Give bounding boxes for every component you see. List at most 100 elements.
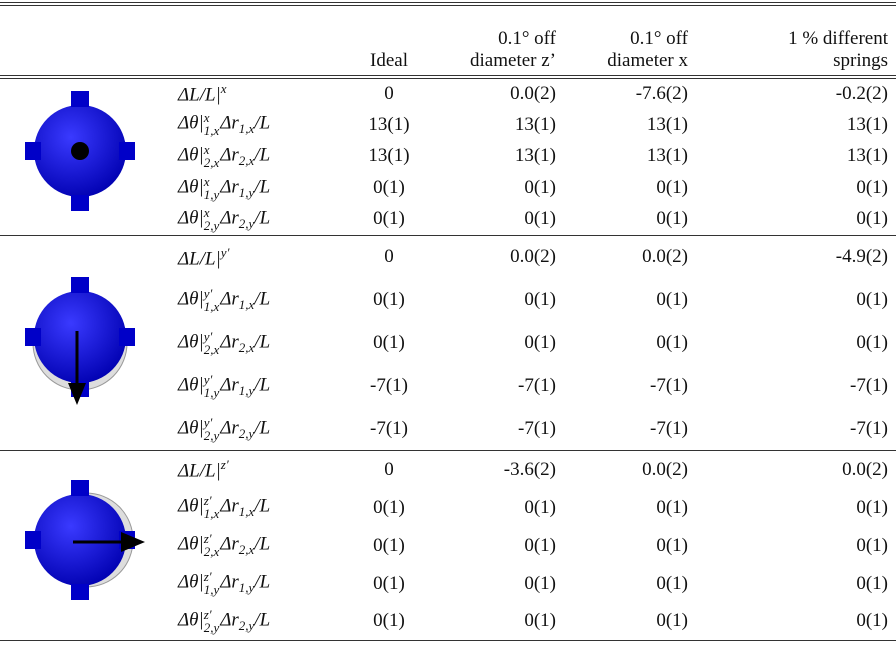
- row-label: Δθ|z′2,yΔr2,y/L: [170, 603, 346, 641]
- label-sub: 1,x: [204, 300, 220, 313]
- label-text: ΔL/L|: [178, 460, 221, 481]
- label-text: ΔL/L|: [178, 85, 221, 106]
- label-sub: 2,x: [239, 340, 255, 355]
- value-cell: 0(1): [432, 489, 564, 527]
- label-sub: 1,y: [239, 581, 255, 596]
- row-label: ΔL/L|z′: [170, 451, 346, 489]
- header-line: springs: [700, 50, 888, 72]
- value-cell: -7(1): [432, 365, 564, 408]
- label-text: /L: [254, 534, 270, 555]
- label-text: Δr: [220, 496, 239, 517]
- value-cell: 0(1): [564, 565, 696, 603]
- value-cell: 0(1): [432, 279, 564, 322]
- label-sup: y′: [204, 330, 220, 343]
- label-scripts: y′2,x: [204, 330, 220, 356]
- header-line: 1 % different: [700, 28, 888, 50]
- value-cell: -7(1): [696, 365, 896, 408]
- label-sub: 1,x: [239, 505, 255, 520]
- value-cell: -7(1): [346, 365, 432, 408]
- value-cell: 0.0(2): [564, 236, 696, 279]
- value-cell: -7(1): [564, 365, 696, 408]
- label-text: Δθ|: [178, 534, 204, 555]
- label-sub: 2,x: [239, 153, 255, 168]
- value-cell: 0(1): [432, 204, 564, 236]
- header-line: Ideal: [350, 50, 428, 72]
- label-text: /L: [254, 417, 270, 438]
- value-cell: 13(1): [564, 109, 696, 141]
- row-label: ΔL/L|x: [170, 77, 346, 109]
- results-table: Ideal0.1° offdiameter z’0.1° offdiameter…: [0, 2, 896, 641]
- label-scripts: y′1,y: [204, 373, 220, 399]
- value-cell: 0(1): [346, 172, 432, 204]
- label-sub: 2,x: [204, 545, 220, 558]
- row-label: Δθ|z′1,xΔr1,x/L: [170, 489, 346, 527]
- table-row: ΔL/L|x00.0(2)-7.6(2)-0.2(2): [0, 77, 896, 109]
- value-cell: 13(1): [346, 140, 432, 172]
- label-text: Δθ|: [178, 145, 204, 166]
- label-text: Δr: [220, 572, 239, 593]
- label-text: Δr: [220, 610, 239, 631]
- header-cell: Ideal: [346, 4, 432, 77]
- page: Ideal0.1° offdiameter z’0.1° offdiameter…: [0, 2, 896, 646]
- value-cell: -3.6(2): [432, 451, 564, 489]
- value-cell: 0(1): [564, 603, 696, 641]
- label-sub: 1,y: [204, 386, 220, 399]
- value-cell: 13(1): [346, 109, 432, 141]
- value-cell: 0.0(2): [432, 77, 564, 109]
- label-sub: 1,x: [239, 297, 255, 312]
- label-text: /L: [254, 208, 270, 229]
- value-cell: 0(1): [432, 527, 564, 565]
- label-sub: 2,y: [204, 219, 220, 232]
- label-text: Δθ|: [178, 331, 204, 352]
- value-cell: 0: [346, 77, 432, 109]
- value-cell: -4.9(2): [696, 236, 896, 279]
- figure-cell: [0, 77, 170, 236]
- header-line: diameter z’: [436, 50, 556, 72]
- row-label: Δθ|x2,xΔr2,x/L: [170, 140, 346, 172]
- label-sup: x: [221, 81, 227, 96]
- label-scripts: x1,x: [204, 111, 220, 137]
- value-cell: 13(1): [432, 109, 564, 141]
- label-text: Δr: [220, 208, 239, 229]
- sphere-figure: [15, 265, 155, 415]
- value-cell: 0(1): [564, 279, 696, 322]
- value-cell: 0(1): [346, 322, 432, 365]
- label-text: Δθ|: [178, 496, 204, 517]
- label-sup: y′: [204, 416, 220, 429]
- value-cell: 0(1): [696, 322, 896, 365]
- value-cell: 0(1): [564, 527, 696, 565]
- row-label: Δθ|y′2,xΔr2,x/L: [170, 322, 346, 365]
- sphere-figure: [15, 468, 155, 618]
- value-cell: 0: [346, 451, 432, 489]
- label-sub: 1,x: [239, 122, 255, 137]
- label-sub: 2,y: [239, 618, 255, 633]
- label-scripts: x2,y: [204, 206, 220, 232]
- label-text: Δθ|: [178, 176, 204, 197]
- label-scripts: z′2,x: [204, 532, 220, 558]
- label-sub: 2,y: [204, 429, 220, 442]
- value-cell: 0(1): [346, 565, 432, 603]
- label-sub: 2,x: [204, 343, 220, 356]
- label-sub: 1,x: [204, 507, 220, 520]
- label-sup: x: [204, 175, 220, 188]
- label-scripts: z′1,x: [204, 494, 220, 520]
- label-text: /L: [254, 572, 270, 593]
- value-cell: 0(1): [696, 279, 896, 322]
- label-text: /L: [254, 288, 270, 309]
- label-text: Δθ|: [178, 113, 204, 134]
- label-text: Δr: [220, 374, 239, 395]
- value-cell: 0(1): [564, 172, 696, 204]
- value-cell: 0(1): [564, 489, 696, 527]
- label-text: /L: [254, 496, 270, 517]
- value-cell: -0.2(2): [696, 77, 896, 109]
- label-text: Δr: [220, 176, 239, 197]
